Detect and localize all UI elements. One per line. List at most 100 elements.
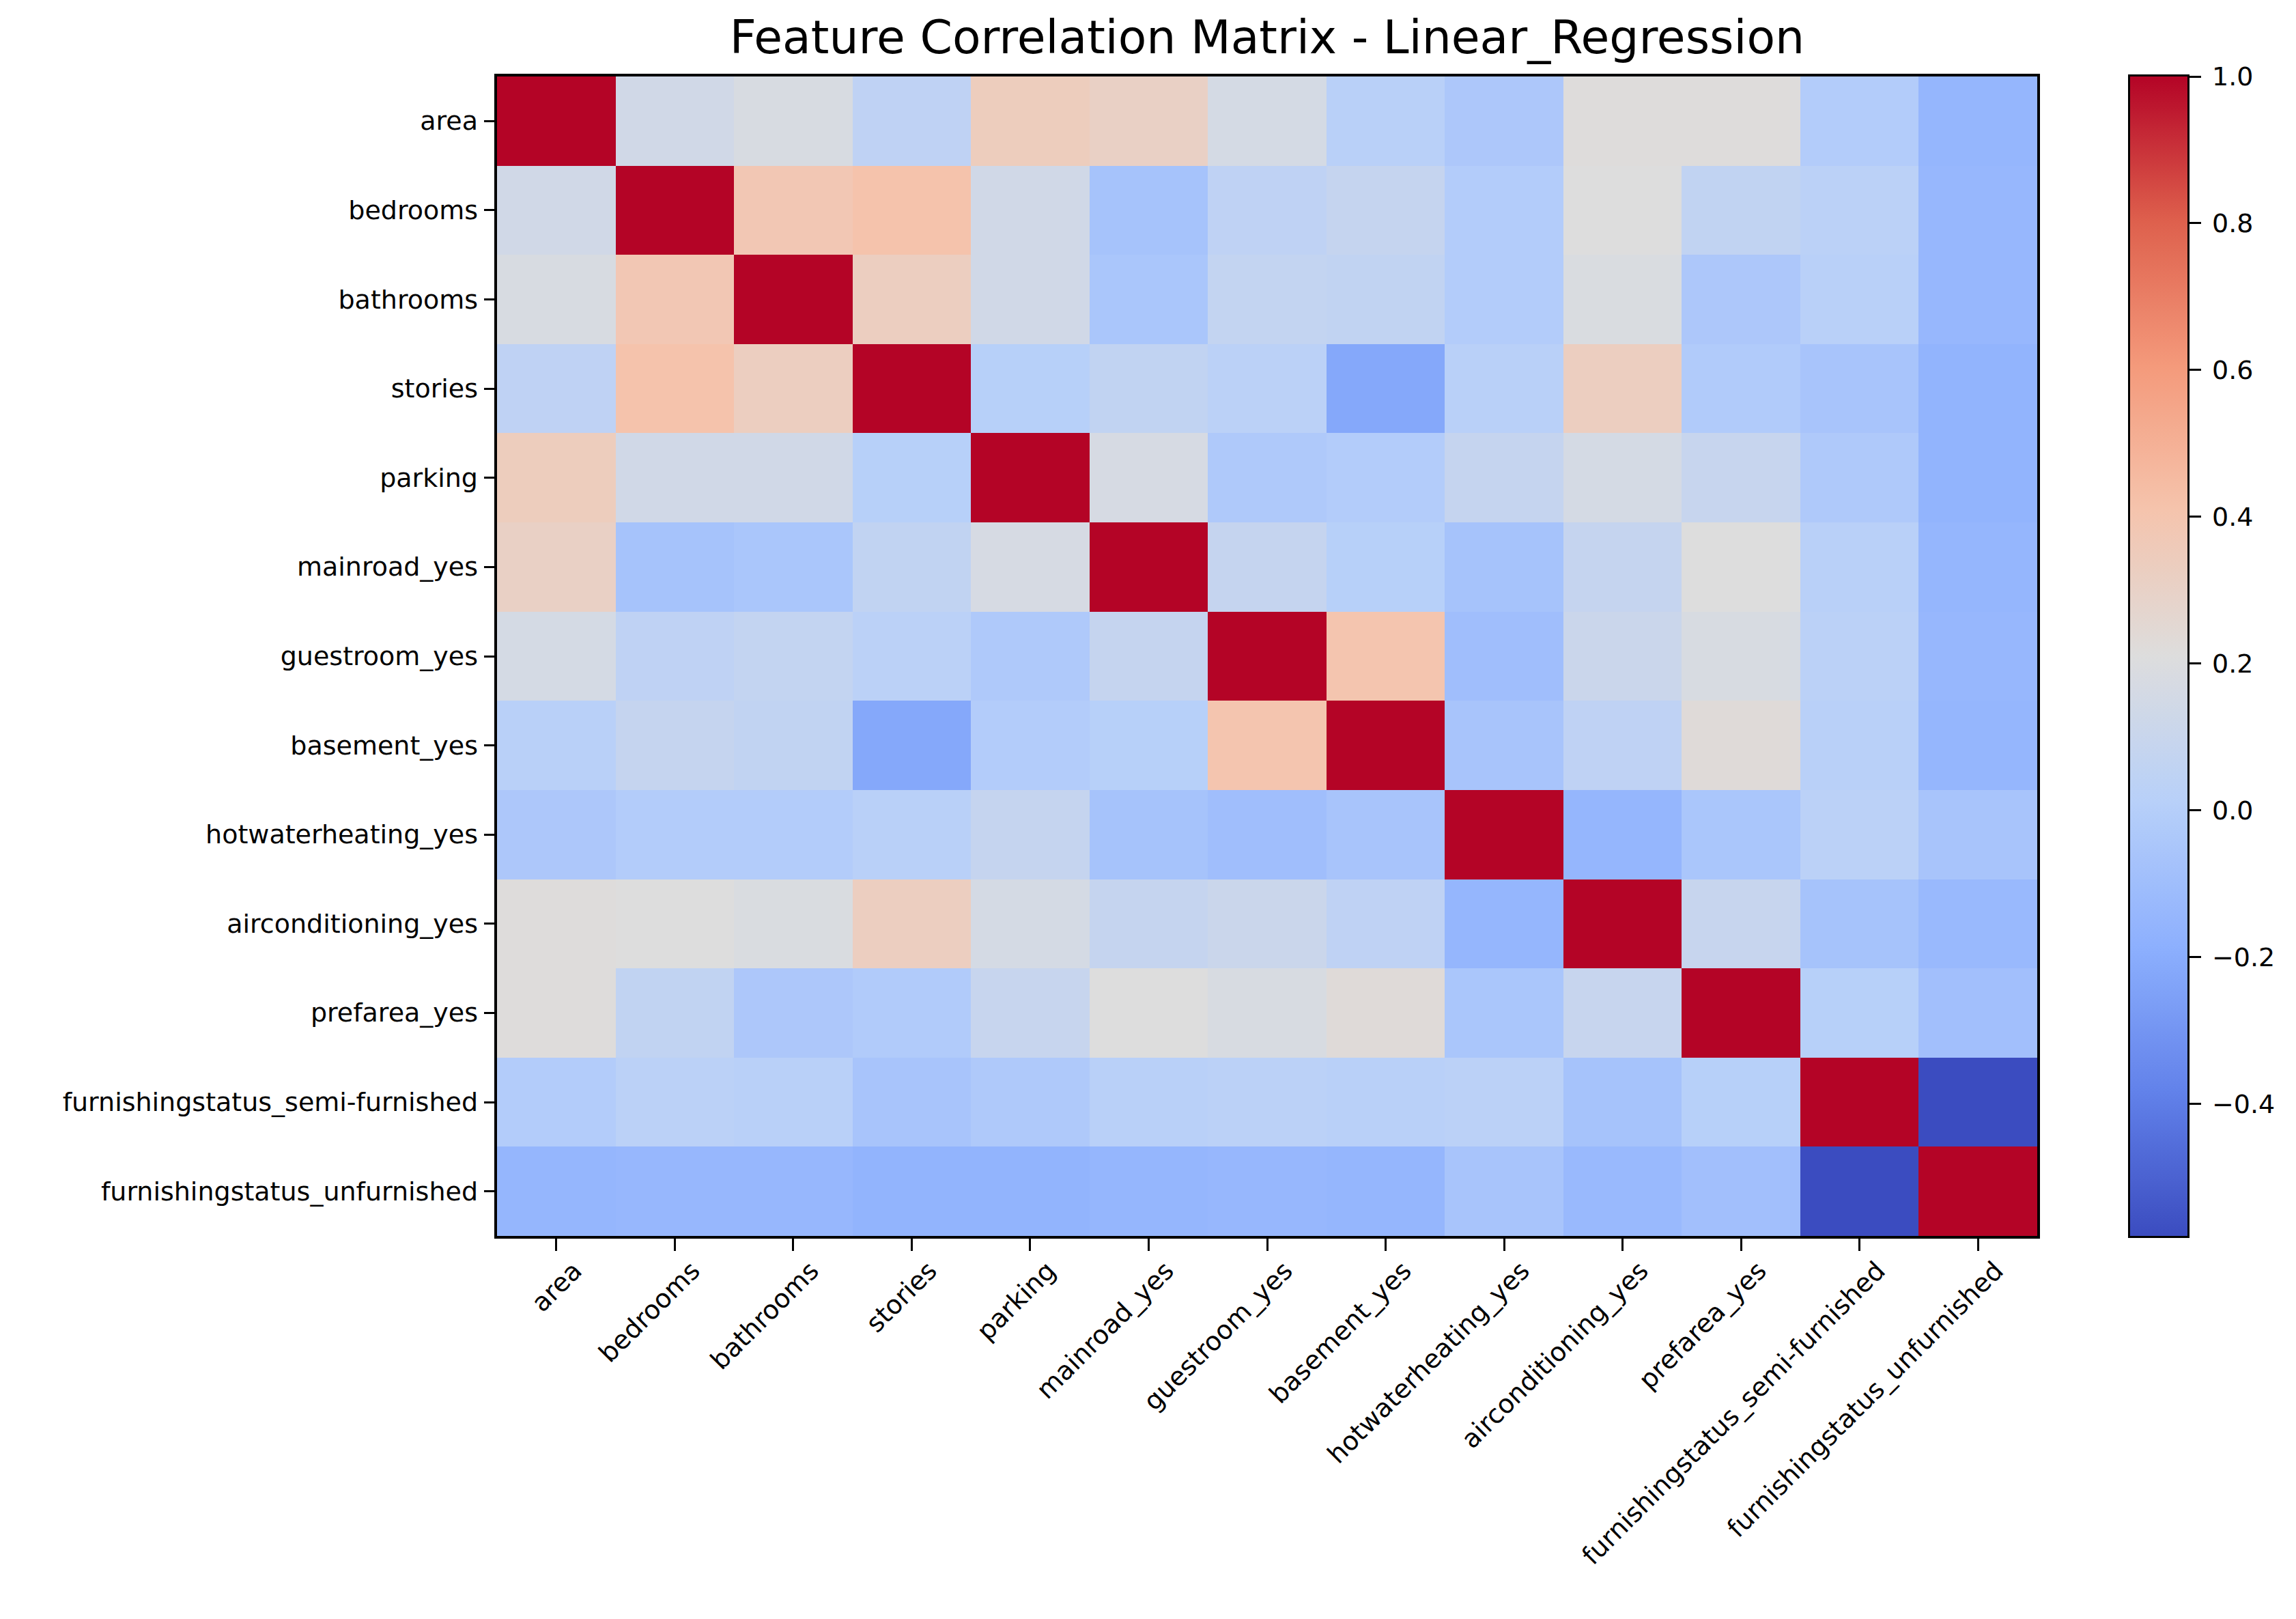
heatmap-cell <box>1090 790 1208 879</box>
heatmap-cell <box>1090 433 1208 522</box>
heatmap-cell <box>616 701 735 790</box>
colorbar-tick-mark <box>2187 222 2201 224</box>
heatmap-cell <box>1800 166 1919 255</box>
heatmap-cell <box>1800 522 1919 612</box>
heatmap-cell <box>1327 255 1445 344</box>
heatmap-cell <box>1800 612 1919 701</box>
heatmap-cell <box>497 522 616 612</box>
heatmap-cell <box>1090 344 1208 434</box>
heatmap-grid <box>497 76 2037 1236</box>
x-tick-mark <box>1503 1236 1505 1251</box>
x-tick-mark <box>555 1236 557 1251</box>
heatmap-cell <box>1800 879 1919 969</box>
heatmap-cell <box>1208 790 1327 879</box>
y-tick-label: prefarea_yes <box>0 996 478 1029</box>
heatmap-cell <box>1918 433 2037 522</box>
heatmap-cell <box>1682 701 1800 790</box>
y-tick-label: hotwaterheating_yes <box>0 818 478 851</box>
colorbar-tick-mark <box>2187 76 2201 78</box>
heatmap-cell <box>1208 968 1327 1058</box>
heatmap-cell <box>1327 1146 1445 1236</box>
heatmap-cell <box>1327 166 1445 255</box>
y-tick-label: guestroom_yes <box>0 640 478 673</box>
colorbar-tick-label: 0.4 <box>2212 499 2253 535</box>
heatmap-cell <box>734 522 853 612</box>
heatmap-cell <box>1090 166 1208 255</box>
heatmap-cell <box>1208 701 1327 790</box>
heatmap-cell <box>1800 433 1919 522</box>
heatmap-cell <box>1445 344 1563 434</box>
heatmap-cell <box>853 968 972 1058</box>
heatmap-cell <box>497 76 616 166</box>
heatmap-cell <box>853 433 972 522</box>
heatmap-cell <box>1800 701 1919 790</box>
heatmap-cell <box>1563 255 1682 344</box>
heatmap-cell <box>497 790 616 879</box>
heatmap-cell <box>1327 76 1445 166</box>
heatmap-cell <box>971 1146 1090 1236</box>
heatmap-cell <box>1445 433 1563 522</box>
heatmap-cell <box>853 1058 972 1147</box>
heatmap-cell <box>971 76 1090 166</box>
heatmap-cell <box>853 879 972 969</box>
heatmap-cell <box>1445 612 1563 701</box>
colorbar-tick-label: 0.0 <box>2212 793 2253 828</box>
heatmap-cell <box>1445 968 1563 1058</box>
y-tick-mark <box>484 388 497 390</box>
heatmap-cell <box>853 344 972 434</box>
heatmap-cell <box>497 701 616 790</box>
heatmap-cell <box>1918 166 2037 255</box>
heatmap-cell <box>1682 433 1800 522</box>
heatmap-cell <box>1682 255 1800 344</box>
heatmap-cell <box>1208 433 1327 522</box>
heatmap-cell <box>1682 790 1800 879</box>
heatmap-cell <box>971 790 1090 879</box>
y-tick-mark <box>484 298 497 300</box>
heatmap-cell <box>1090 968 1208 1058</box>
heatmap-cell <box>734 255 853 344</box>
y-tick-label: furnishingstatus_semi-furnished <box>0 1086 478 1118</box>
heatmap-cell <box>1682 612 1800 701</box>
heatmap-cell <box>1090 701 1208 790</box>
heatmap-cell <box>616 166 735 255</box>
heatmap-cell <box>616 255 735 344</box>
heatmap-cell <box>1682 166 1800 255</box>
colorbar-tick-mark <box>2187 662 2201 664</box>
heatmap-cell <box>1800 76 1919 166</box>
heatmap-cell <box>1090 1058 1208 1147</box>
heatmap-cell <box>1682 879 1800 969</box>
y-tick-mark <box>484 834 497 836</box>
heatmap-cell <box>734 1058 853 1147</box>
heatmap-cell <box>1682 1146 1800 1236</box>
y-tick-mark <box>484 1190 497 1192</box>
heatmap-cell <box>1208 255 1327 344</box>
heatmap-cell <box>1918 1058 2037 1147</box>
heatmap-cell <box>1445 166 1563 255</box>
x-tick-mark <box>1858 1236 1860 1251</box>
heatmap-cell <box>1563 612 1682 701</box>
heatmap-cell <box>1563 968 1682 1058</box>
heatmap-cell <box>616 790 735 879</box>
y-tick-label: furnishingstatus_unfurnished <box>0 1175 478 1208</box>
y-tick-mark <box>484 1101 497 1103</box>
colorbar-tick-mark <box>2187 516 2201 518</box>
x-tick-mark <box>674 1236 676 1251</box>
heatmap-cell <box>971 255 1090 344</box>
heatmap-cell <box>1800 1058 1919 1147</box>
heatmap-cell <box>971 612 1090 701</box>
x-tick-mark <box>1740 1236 1742 1251</box>
heatmap-cell <box>1918 790 2037 879</box>
heatmap-cell <box>1445 1058 1563 1147</box>
y-tick-label: area <box>0 104 478 137</box>
heatmap-cell <box>497 344 616 434</box>
heatmap-cell <box>616 879 735 969</box>
heatmap-cell <box>1327 1058 1445 1147</box>
y-tick-mark <box>484 209 497 211</box>
colorbar-tick-label: 0.8 <box>2212 206 2253 241</box>
heatmap-cell <box>1563 701 1682 790</box>
y-tick-mark <box>484 923 497 925</box>
y-tick-mark <box>484 1012 497 1014</box>
heatmap-cell <box>1208 879 1327 969</box>
heatmap-cell <box>734 612 853 701</box>
y-tick-mark <box>484 744 497 746</box>
